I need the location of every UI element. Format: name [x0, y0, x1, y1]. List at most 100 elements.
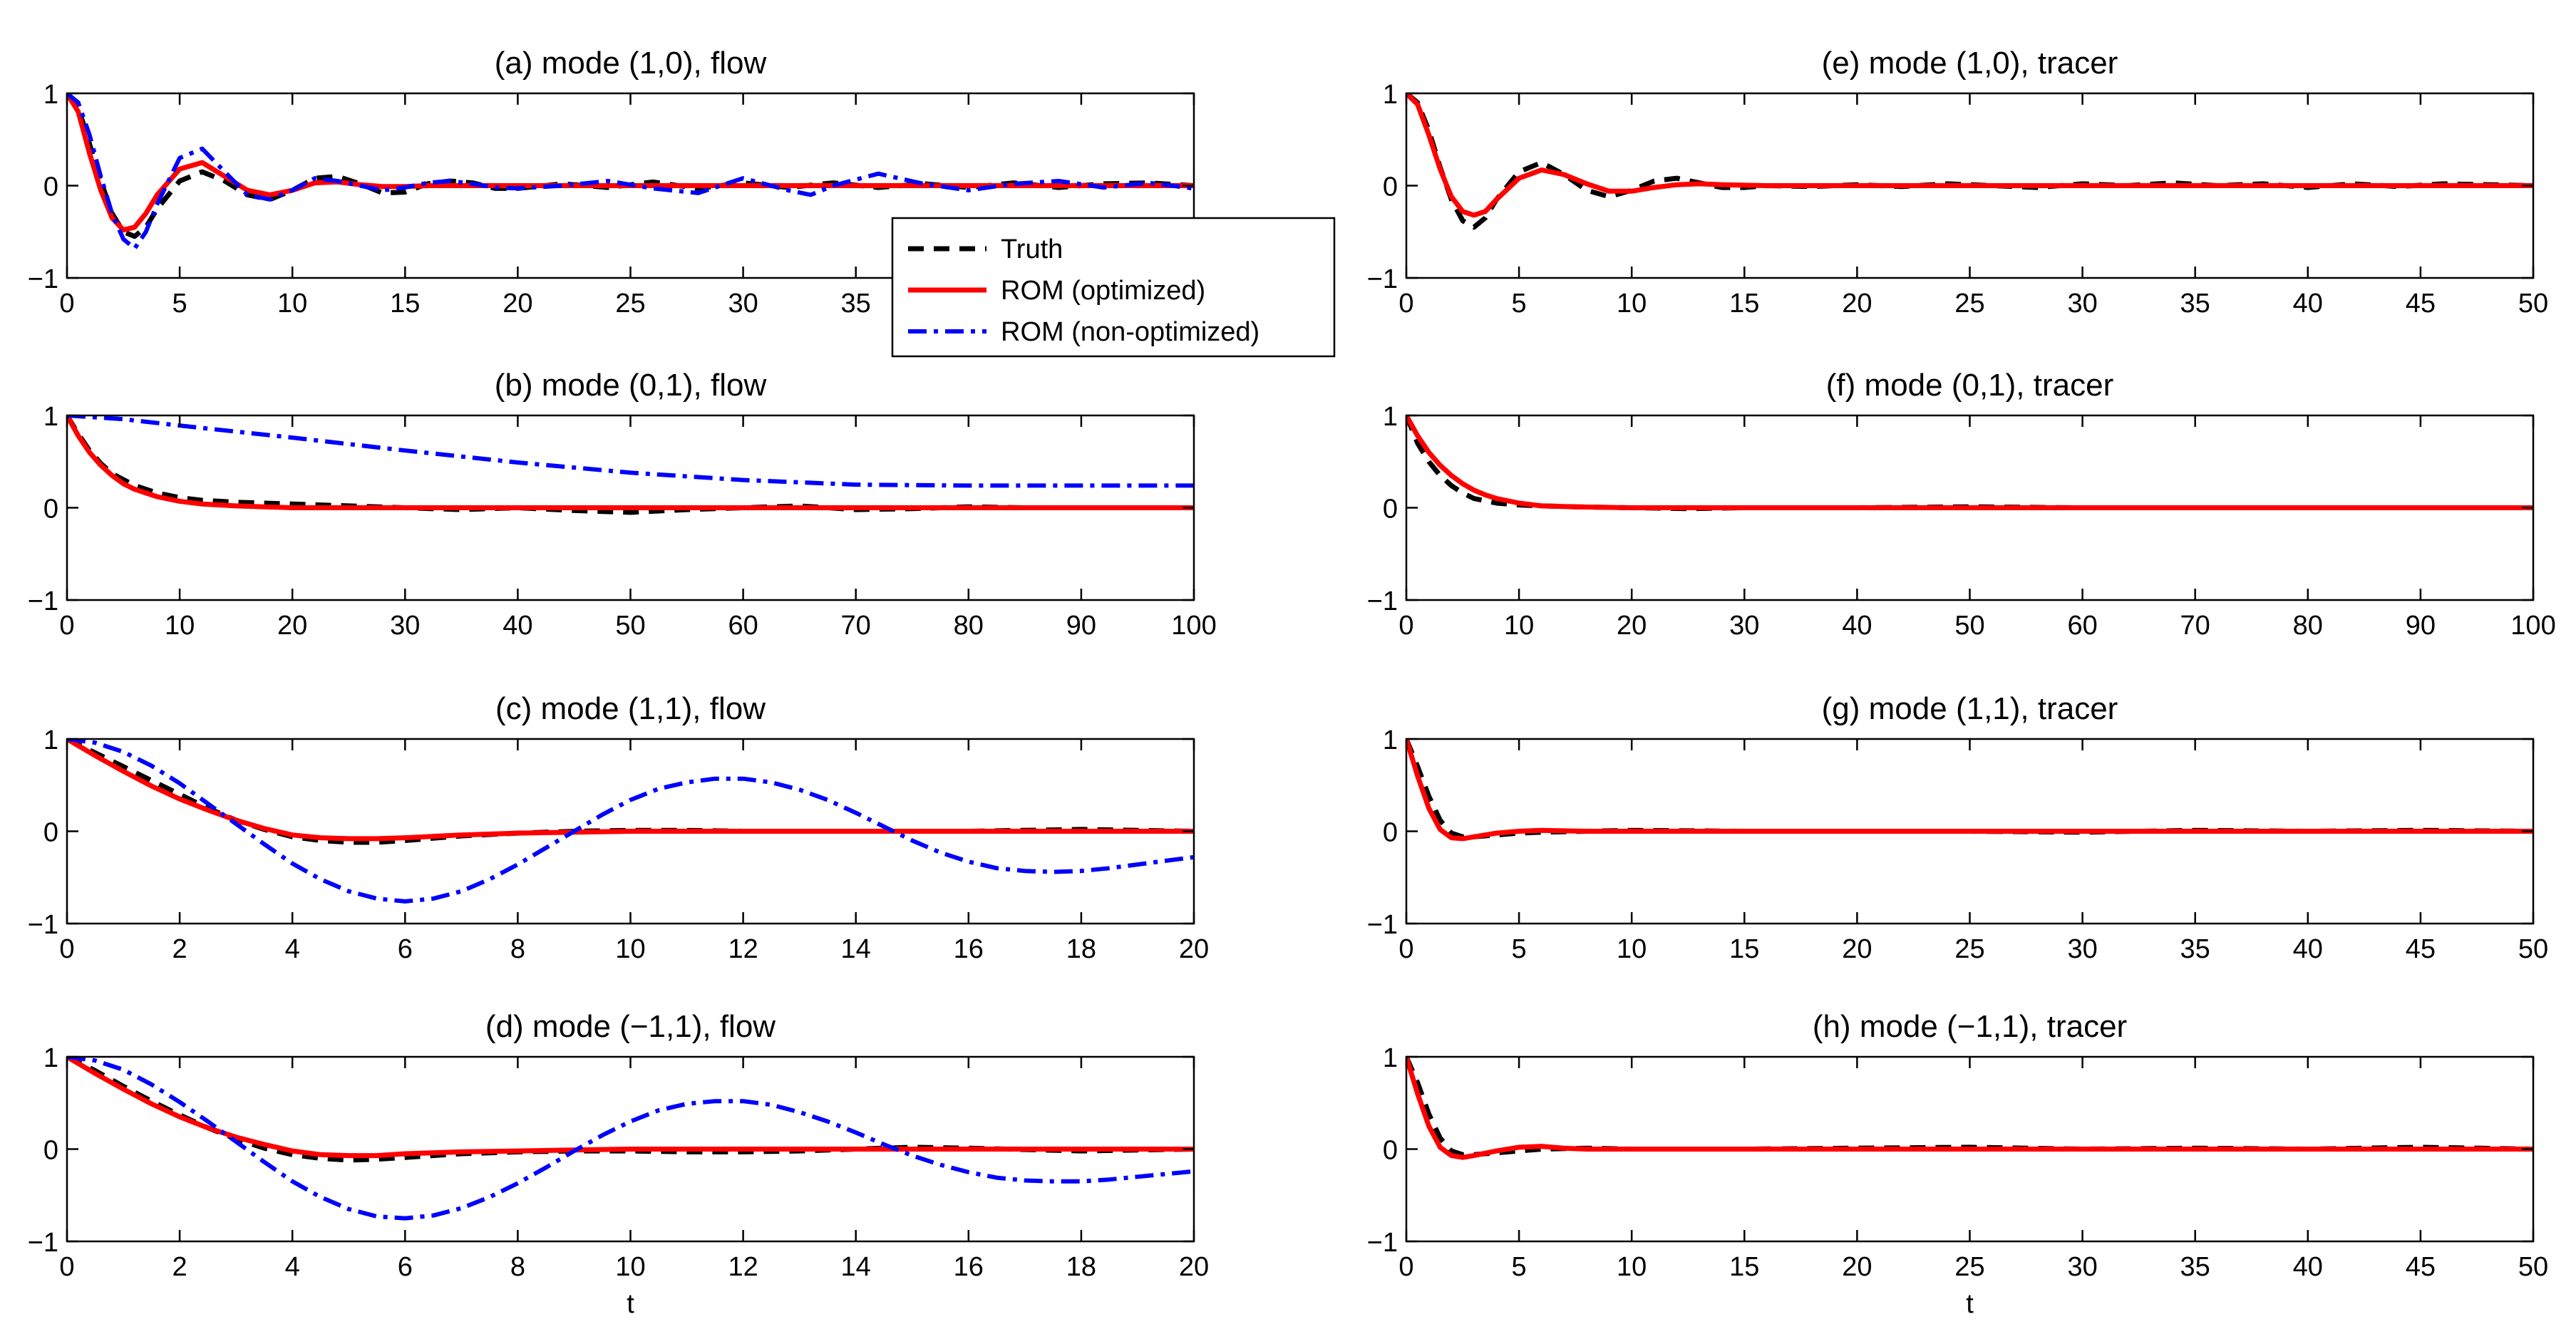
legend: Truth ROM (optimized) ROM (non-optimized) — [891, 217, 1336, 358]
x-tick-label: 25 — [1954, 289, 1984, 319]
series-group — [67, 415, 1194, 515]
x-tick-label: 10 — [1617, 289, 1647, 319]
y-tick-label: 0 — [43, 1136, 58, 1166]
x-tick-label: 8 — [510, 934, 525, 964]
legend-entry-label: ROM (optimized) — [1001, 276, 1205, 306]
x-tick-label: 4 — [285, 934, 300, 964]
y-tick-label: 0 — [43, 495, 58, 524]
x-tick-label: 50 — [2518, 289, 2548, 319]
x-tick-label: 35 — [841, 289, 871, 319]
panel-e: 0 5 10 15 20 25 30 35 40 45 50−101(e) mode (1,0), … — [1367, 46, 2548, 319]
panel-title: (a) mode (1,0), flow — [495, 46, 767, 81]
y-tick-label: 1 — [1383, 1043, 1398, 1073]
x-tick-label: 50 — [1954, 611, 1984, 641]
y-tick-label: 0 — [43, 818, 58, 848]
x-tick-label: 18 — [1066, 934, 1096, 964]
x-tick-label: 5 — [1512, 289, 1527, 319]
series-line-rom-optimized — [67, 93, 1194, 233]
x-tick-label: 4 — [285, 1252, 300, 1282]
y-tick-label: −1 — [28, 586, 58, 616]
x-tick-label: 6 — [398, 1252, 413, 1282]
x-tick-label: 0 — [59, 611, 74, 641]
series-line-rom-optimized — [1406, 739, 2533, 842]
x-tick-label: 16 — [954, 934, 984, 964]
x-tick-label: 0 — [59, 289, 74, 319]
x-tick-label: 30 — [728, 289, 758, 319]
y-tick-label: −1 — [1367, 264, 1398, 294]
x-tick-label: 20 — [1842, 289, 1872, 319]
series-line-truth — [67, 415, 1194, 515]
x-tick-label: 10 — [1504, 611, 1534, 641]
x-tick-label: 20 — [503, 289, 532, 319]
x-tick-label: 6 — [398, 934, 413, 964]
series-line-rom-non-optimized — [67, 739, 1194, 904]
x-tick-label: 45 — [2406, 1252, 2436, 1282]
y-tick-label: 0 — [1383, 818, 1398, 848]
panel-h: 0 5 10 15 20 25 30 35 40 45 50−101(h) mode (−1,1),… — [1367, 1009, 2548, 1319]
y-tick-label: 1 — [1383, 402, 1398, 432]
x-tick-label: 40 — [1842, 611, 1872, 641]
panel-d: 0 2 4 6 8 10 12 14 16 18 20−101(d) mode (−1,1), fl… — [28, 1009, 1209, 1319]
panel-title: (h) mode (−1,1), tracer — [1813, 1009, 2127, 1044]
series-group — [67, 739, 1194, 904]
series-group — [1406, 739, 2533, 842]
x-tick-label: 0 — [1398, 1252, 1413, 1282]
series-line-rom-optimized — [1406, 1057, 2533, 1160]
x-tick-label: 20 — [277, 611, 307, 641]
x-tick-label: 45 — [2406, 934, 2436, 964]
y-tick-label: −1 — [1367, 1228, 1398, 1258]
x-tick-label: 80 — [2293, 611, 2323, 641]
y-tick-label: 1 — [43, 1043, 58, 1073]
x-tick-label: 35 — [2180, 289, 2210, 319]
x-tick-label: 25 — [1954, 934, 1984, 964]
x-tick-label: 5 — [1512, 934, 1527, 964]
series-group — [1406, 93, 2533, 230]
x-tick-label: 12 — [728, 1252, 758, 1282]
x-tick-label: 14 — [841, 1252, 871, 1282]
x-tick-label: 10 — [277, 289, 307, 319]
x-tick-label: 0 — [59, 934, 74, 964]
legend-entry-label: Truth — [1001, 234, 1063, 264]
x-tick-label: 20 — [1842, 934, 1872, 964]
panel-b: 0 10 20 30 40 50 60 70 80 90 100−101(b) mode (0,1)… — [28, 368, 1217, 641]
x-tick-label: 45 — [2406, 289, 2436, 319]
x-tick-label: 25 — [615, 289, 645, 319]
panel-title: (g) mode (1,1), tracer — [1822, 691, 2118, 726]
y-tick-label: 0 — [1383, 172, 1398, 202]
series-line-rom-non-optimized — [67, 415, 1194, 488]
x-tick-label: 0 — [1398, 289, 1413, 319]
series-line-truth — [67, 93, 1194, 239]
x-tick-label: 50 — [2518, 934, 2548, 964]
x-tick-label: 15 — [1729, 934, 1759, 964]
series-line-rom-non-optimized — [67, 93, 1194, 251]
x-tick-label: 60 — [2067, 611, 2097, 641]
x-tick-label: 50 — [2518, 1252, 2548, 1282]
panel-title: (c) mode (1,1), flow — [495, 691, 766, 726]
y-tick-label: 0 — [1383, 1136, 1398, 1166]
series-line-truth — [67, 1057, 1194, 1163]
panel-f: 0 10 20 30 40 50 60 70 80 90 100−101(f) mode (0,1)… — [1367, 368, 2556, 641]
y-tick-label: 1 — [43, 80, 58, 110]
series-group — [67, 93, 1194, 251]
x-tick-label: 70 — [841, 611, 871, 641]
x-tick-label: 30 — [390, 611, 420, 641]
x-axis-label: t — [627, 1289, 634, 1319]
series-line-rom-non-optimized — [67, 1057, 1194, 1221]
series-line-rom-optimized — [67, 1057, 1194, 1159]
x-tick-label: 40 — [503, 611, 532, 641]
x-tick-label: 10 — [1617, 934, 1647, 964]
series-line-truth — [1406, 739, 2533, 839]
x-tick-label: 60 — [728, 611, 758, 641]
x-tick-label: 30 — [1729, 611, 1759, 641]
x-tick-label: 0 — [59, 1252, 74, 1282]
x-tick-label: 20 — [1842, 1252, 1872, 1282]
x-tick-label: 90 — [2406, 611, 2436, 641]
series-line-rom-optimized — [1406, 415, 2533, 510]
y-tick-label: 1 — [43, 725, 58, 755]
x-tick-label: 40 — [2293, 934, 2323, 964]
x-tick-label: 20 — [1617, 611, 1647, 641]
x-tick-label: 18 — [1066, 1252, 1096, 1282]
x-tick-label: 40 — [2293, 1252, 2323, 1282]
series-line-rom-optimized — [67, 739, 1194, 842]
